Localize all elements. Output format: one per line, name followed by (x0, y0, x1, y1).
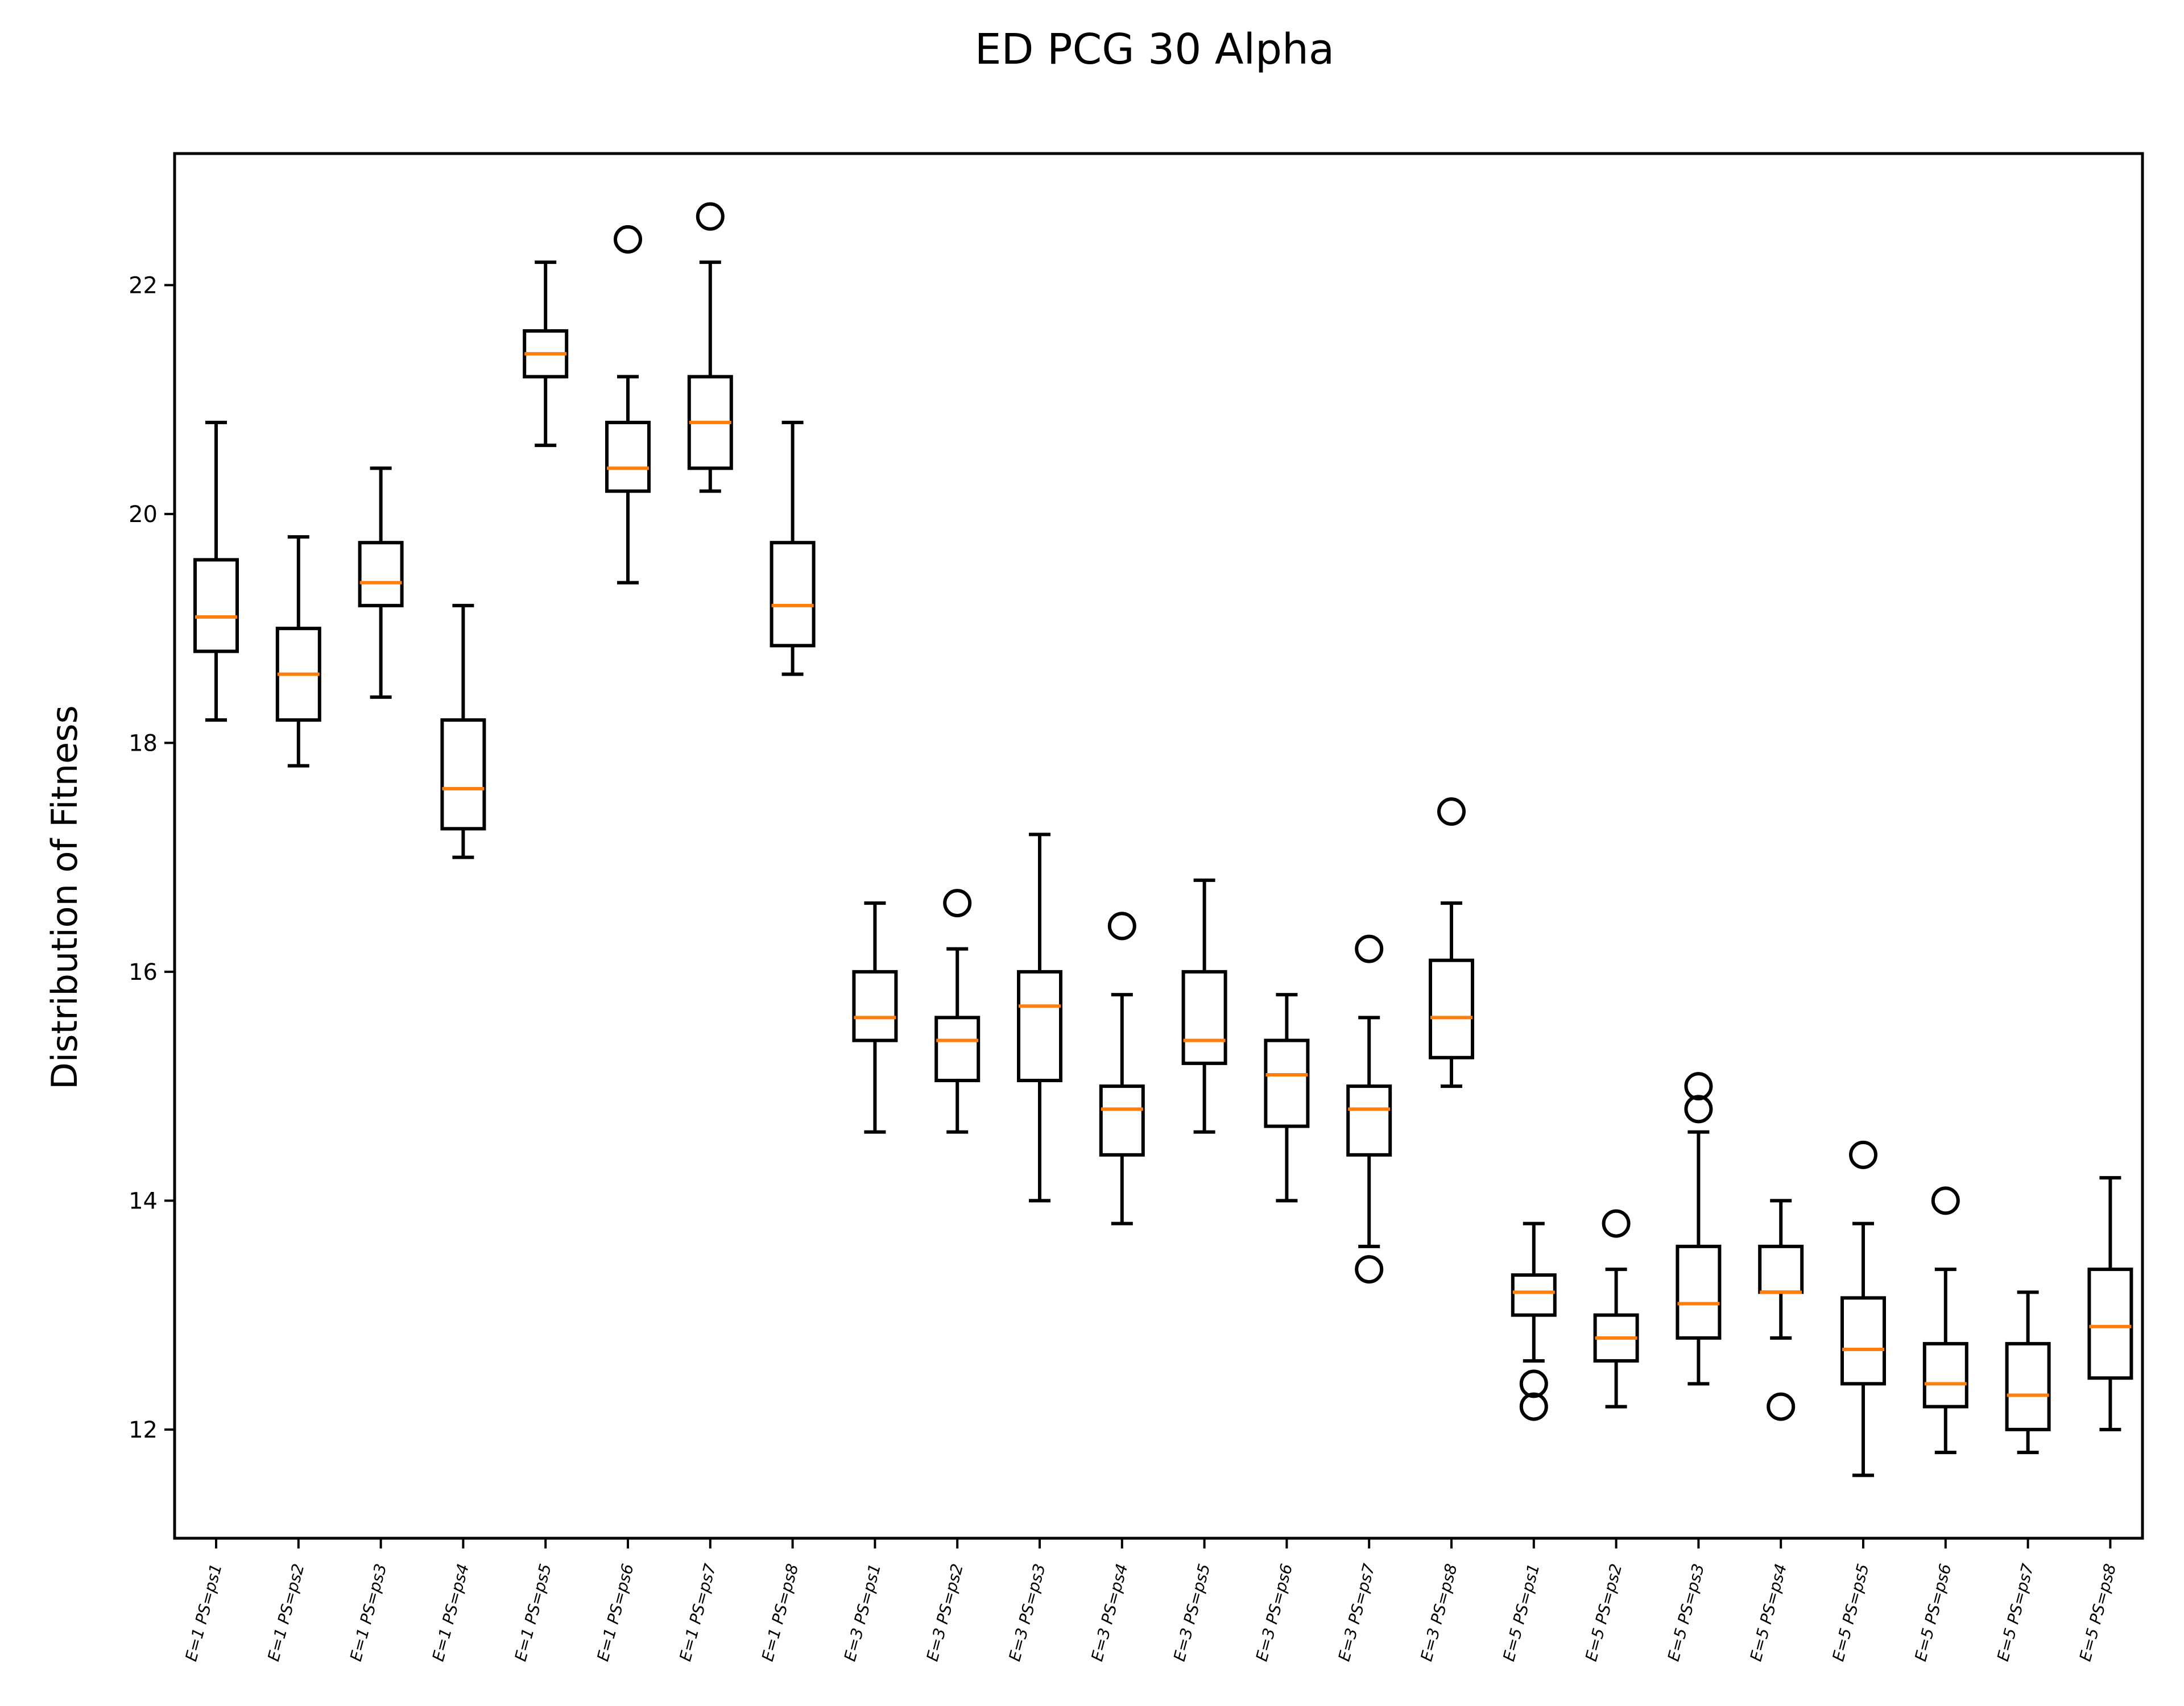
outlier-point (1519, 1369, 1548, 1398)
outlier-point (1684, 1095, 1713, 1124)
box-18 (1593, 1209, 1639, 1409)
iqr-box (1099, 1084, 1145, 1157)
y-tick-label: 20 (129, 502, 158, 528)
box-16 (1429, 797, 1474, 1088)
box-20 (1758, 1199, 1804, 1421)
outlier-point (943, 889, 972, 918)
iqr-box (1017, 970, 1062, 1083)
outlier-point (1849, 1140, 1877, 1169)
iqr-box (440, 718, 486, 831)
box-24 (2087, 1176, 2133, 1431)
iqr-box (605, 420, 651, 493)
outlier-point (1355, 934, 1384, 963)
outlier-point (614, 225, 642, 254)
iqr-box (1429, 958, 1474, 1059)
iqr-box (1264, 1038, 1310, 1128)
box-3 (358, 466, 404, 699)
iqr-box (358, 541, 404, 607)
iqr-box (852, 970, 898, 1042)
iqr-box (770, 541, 816, 648)
iqr-box (1840, 1296, 1886, 1386)
y-tick-label: 14 (129, 1188, 158, 1214)
box-2 (275, 535, 321, 768)
box-9 (852, 901, 898, 1134)
box-8 (770, 420, 816, 676)
iqr-box (934, 1016, 981, 1083)
y-tick-label: 16 (129, 959, 158, 985)
box-19 (1676, 1072, 1722, 1386)
box-13 (1181, 878, 1227, 1134)
box-11 (1017, 833, 1062, 1203)
iqr-box (2005, 1341, 2051, 1431)
chart-title: ED PCG 30 Alpha (975, 25, 1335, 74)
box-21 (1840, 1140, 1886, 1477)
box-14 (1264, 993, 1310, 1203)
box-17 (1511, 1221, 1557, 1421)
box-10 (934, 889, 981, 1134)
outlier-point (1602, 1209, 1631, 1238)
iqr-box (193, 558, 239, 653)
outlier-point (1767, 1392, 1796, 1421)
iqr-box (1676, 1244, 1722, 1340)
box-1 (193, 420, 239, 722)
outlier-point (696, 202, 725, 231)
iqr-box (1181, 970, 1227, 1065)
box-5 (523, 260, 569, 448)
outlier-point (1931, 1186, 1960, 1215)
y-tick-label: 22 (129, 272, 158, 299)
plot-frame (173, 152, 2144, 1540)
y-tick-label: 18 (129, 730, 158, 756)
iqr-box (1346, 1084, 1392, 1157)
outlier-point (1107, 912, 1136, 941)
box-22 (1922, 1186, 1968, 1455)
box-6 (605, 225, 651, 585)
iqr-box (1922, 1341, 1968, 1409)
outlier-point (1519, 1392, 1548, 1421)
box-4 (440, 603, 486, 859)
y-tick-label: 12 (129, 1417, 158, 1443)
box-7 (687, 202, 733, 493)
box-15 (1346, 934, 1392, 1284)
outlier-point (1355, 1255, 1384, 1284)
iqr-box (2087, 1268, 2133, 1380)
outlier-point (1437, 797, 1466, 826)
box-23 (2005, 1290, 2051, 1455)
outlier-point (1684, 1072, 1713, 1101)
iqr-box (1511, 1273, 1557, 1317)
y-axis-label: Distribution of Fitness (44, 705, 85, 1090)
box-12 (1099, 912, 1145, 1225)
